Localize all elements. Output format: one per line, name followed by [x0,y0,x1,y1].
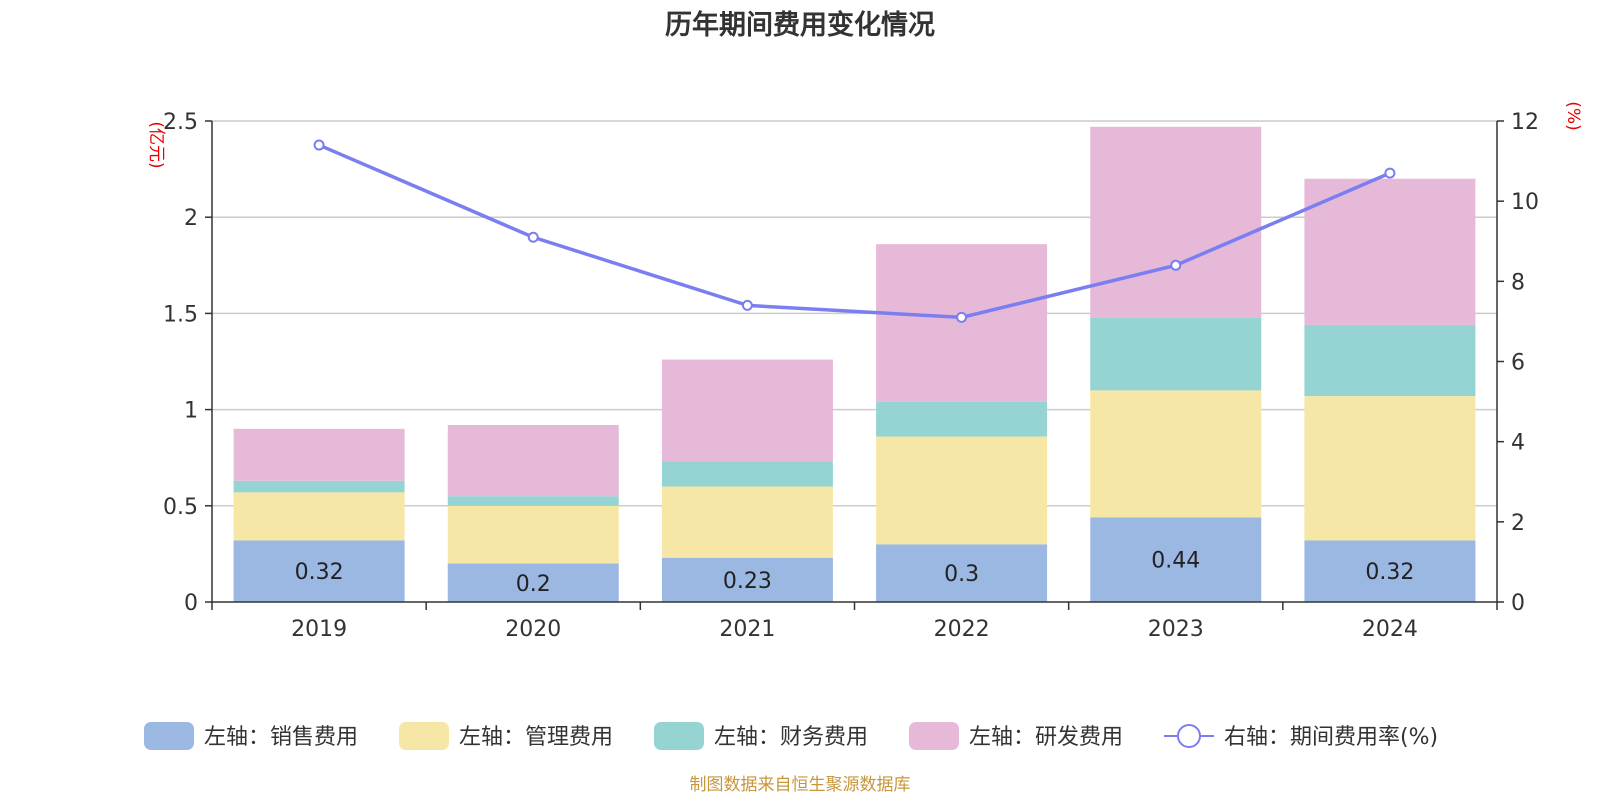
bar-segment [1090,317,1262,391]
bar-segment [1304,178,1476,325]
right-tick-label: 12 [1511,110,1539,135]
legend-point-swatch [1177,724,1201,748]
left-tick-label: 2 [184,206,198,231]
rate-point [956,311,968,323]
legend: 左轴：销售费用 左轴：管理费用 左轴：财务费用 左轴：研发费用 右轴：期间费用率(%) [144,722,1438,750]
legend-label: 右轴：期间费用率(%) [1224,725,1438,750]
bar-segment [876,436,1048,545]
data-labels: 0.32 0.2 0.23 0.3 0.44 0.32 [295,549,1415,597]
bar-value-label: 0.32 [295,560,344,585]
bar-value-label: 0.32 [1365,560,1414,585]
source-note: 制图数据来自恒生聚源数据库 [690,775,911,795]
left-tick-label: 0.5 [163,495,198,520]
right-tick-label: 8 [1511,270,1525,295]
bar-value-label: 0.44 [1151,549,1200,574]
bar-value-label: 0.23 [723,569,772,594]
bar-segment [876,401,1048,437]
bar-segment [233,492,405,541]
legend-label: 左轴：管理费用 [459,725,613,750]
right-tick-label: 2 [1511,511,1525,536]
bar-segment [1090,390,1262,518]
right-tick-label: 4 [1511,431,1525,456]
bar-segment [661,461,833,487]
legend-swatch [144,722,194,750]
bar-segment [1090,517,1262,602]
bar-series [233,126,1476,602]
x-tick-label: 2021 [719,617,775,642]
left-tick-label: 0 [184,591,198,616]
bar-segment [233,480,405,493]
legend-label: 左轴：研发费用 [969,725,1123,750]
bar-segment [661,557,833,602]
bar-segment [447,496,619,506]
bar-segment [876,544,1048,602]
x-tick-label: 2024 [1362,617,1418,642]
bar-segment [661,359,833,462]
right-axis-unit: (%) [1563,101,1583,130]
rate-point [1384,167,1396,179]
bar-value-label: 0.2 [516,572,551,597]
bar-segment [876,244,1048,402]
x-tick-label: 2020 [505,617,561,642]
axes: 0 0.5 1 1.5 2 2.5 0 2 4 6 8 10 12 2019 2020 2021 2022 202… [163,110,1539,642]
bar-segment [447,505,619,564]
line-series [313,139,1396,323]
x-tick-label: 2022 [934,617,990,642]
bar-segment [1304,540,1476,602]
bar-segment [1090,126,1262,318]
left-axis-unit: (亿元) [146,121,166,168]
rate-point [741,299,753,311]
right-tick-label: 0 [1511,591,1525,616]
right-tick-label: 10 [1511,190,1539,215]
chart-title: 历年期间费用变化情况 [665,9,935,41]
legend-swatch [654,722,704,750]
rate-line [318,143,1391,320]
bar-segment [1304,396,1476,541]
legend-swatch [399,722,449,750]
bar-segment [1304,324,1476,397]
left-tick-label: 2.5 [163,110,198,135]
grid-lines [212,120,1497,507]
left-tick-label: 1.5 [163,302,198,327]
rate-point [1170,259,1182,271]
right-tick-label: 6 [1511,351,1525,376]
bar-segment [233,540,405,602]
rate-point [527,231,539,243]
bar-segment [233,428,405,481]
legend-swatch [909,722,959,750]
x-tick-label: 2019 [291,617,347,642]
legend-label: 左轴：销售费用 [204,725,358,750]
bar-segment [447,424,619,497]
bar-segment [447,563,619,602]
legend-label: 左轴：财务费用 [714,725,868,750]
bar-segment [661,486,833,558]
left-tick-label: 1 [184,399,198,424]
x-tick-label: 2023 [1148,617,1204,642]
bar-value-label: 0.3 [944,562,979,587]
rate-point [313,139,325,151]
